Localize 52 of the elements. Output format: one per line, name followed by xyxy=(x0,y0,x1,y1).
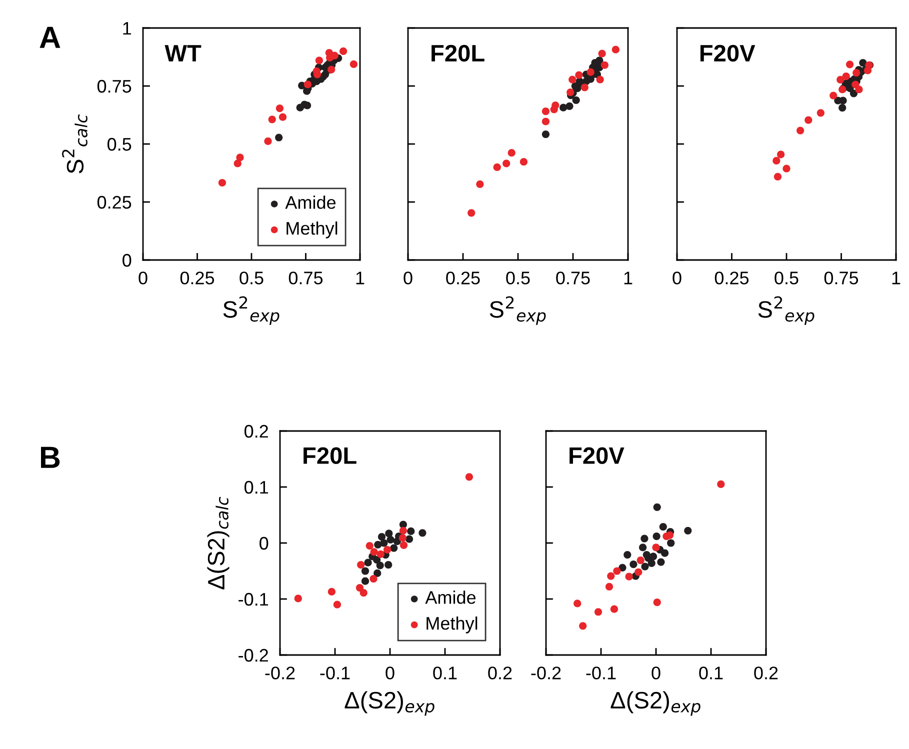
x-tick-label: -0.2 xyxy=(531,666,561,680)
y-tick-label: 0.1 xyxy=(244,480,268,494)
x-tick-label: 0.75 xyxy=(288,272,323,284)
text: F20V xyxy=(700,44,756,62)
x-axis-title: S$^{2}$$_{exp}$ xyxy=(758,296,814,325)
x-axis-title: S$^{2}$$_{exp}$ xyxy=(490,296,546,325)
y-axis-title: S$^{2}$$_{calc}$ xyxy=(62,114,88,174)
x-tick-label: 0 xyxy=(404,272,412,284)
x-tick-label: 0.5 xyxy=(774,272,798,284)
legend-label: Amide xyxy=(425,590,476,604)
text: B xyxy=(41,446,60,468)
legend-label: Amide xyxy=(285,196,336,209)
x-axis-title: S$^{2}$$_{exp}$ xyxy=(223,296,280,325)
y-tick-label: 1 xyxy=(123,22,132,35)
x-tick-label: 0.1 xyxy=(433,666,457,680)
text: F20L xyxy=(304,447,356,464)
x-tick-label: 0.25 xyxy=(180,272,214,284)
x-tick-label: 0 xyxy=(386,666,394,680)
x-tick-label: 0.25 xyxy=(446,272,480,284)
text: F20L xyxy=(432,44,484,62)
x-tick-label: 0 xyxy=(672,272,682,284)
x-tick-label: 1 xyxy=(624,272,632,284)
x-tick-label: -0.1 xyxy=(586,666,616,680)
y-tick-label: 0.25 xyxy=(97,196,132,209)
x-tick-label: 0.2 xyxy=(488,666,512,680)
x-tick-label: 0 xyxy=(652,666,660,680)
x-tick-label: 1 xyxy=(892,272,900,284)
y-axis-title: Δ(S2)$_{calc}$ xyxy=(207,496,230,590)
text: A xyxy=(40,26,60,48)
y-tick-label: -0.1 xyxy=(238,592,268,606)
y-tick-label: 0 xyxy=(122,254,132,267)
y-tick-label: 0.2 xyxy=(244,424,268,438)
text: F20V xyxy=(570,447,624,464)
x-tick-label: 0.2 xyxy=(754,666,778,680)
x-axis-title: Δ(S2)$_{exp}$ xyxy=(344,691,434,716)
y-tick-label: -0.2 xyxy=(238,648,268,662)
x-tick-label: 0.5 xyxy=(506,272,530,284)
y-tick-label: 0 xyxy=(260,536,268,550)
x-tick-label: 0.75 xyxy=(824,272,858,284)
legend-label: Methyl xyxy=(426,616,478,634)
x-tick-label: 0.75 xyxy=(556,272,590,284)
x-tick-label: -0.2 xyxy=(265,666,295,680)
x-tick-label: 0 xyxy=(138,272,148,284)
text: WT xyxy=(164,45,202,62)
x-tick-label: 0.1 xyxy=(699,666,723,680)
x-tick-label: 1 xyxy=(356,272,364,284)
x-axis-title: Δ(S2)$_{exp}$ xyxy=(610,691,700,716)
x-tick-label: -0.1 xyxy=(320,666,350,680)
y-tick-label: 0.5 xyxy=(107,138,132,151)
y-tick-label: 0.75 xyxy=(97,80,132,93)
x-tick-label: 0.25 xyxy=(714,272,749,284)
legend-label: Methyl xyxy=(286,222,338,238)
